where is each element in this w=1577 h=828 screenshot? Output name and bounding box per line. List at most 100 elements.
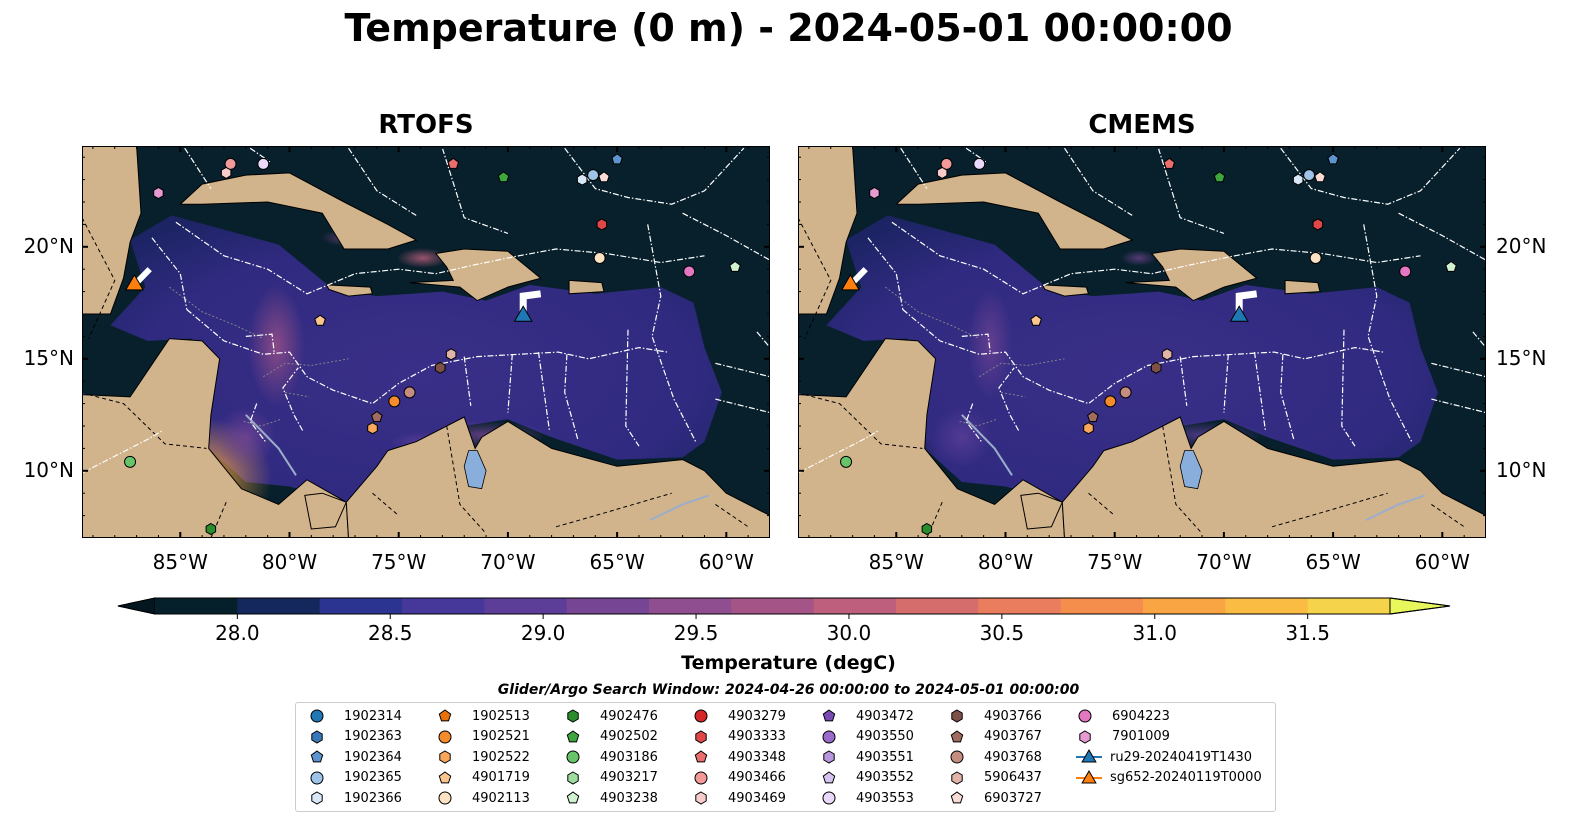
legend-item-1902363: 1902363 bbox=[308, 727, 402, 747]
legend-label: 4902502 bbox=[600, 729, 658, 745]
legend-marker bbox=[438, 791, 452, 805]
legend-glyph bbox=[567, 771, 579, 785]
argo-float-5906437 bbox=[445, 348, 457, 361]
legend-label: 4903238 bbox=[600, 790, 658, 806]
x-tick-label: 75°W bbox=[371, 550, 427, 574]
eez-boundary bbox=[463, 356, 472, 406]
legend-label: 1902513 bbox=[472, 708, 530, 724]
legend-item-4903767: 4903767 bbox=[948, 727, 1042, 747]
argo-float-1902522 bbox=[1083, 422, 1094, 435]
legend-item-4903333: 4903333 bbox=[692, 727, 786, 747]
landmass bbox=[1020, 492, 1063, 530]
country-border bbox=[555, 492, 672, 528]
legend-label: 4903768 bbox=[984, 749, 1042, 765]
landmass bbox=[179, 172, 418, 250]
eez-boundary bbox=[564, 354, 579, 440]
landmass bbox=[345, 416, 770, 538]
y-tick-label: 20°N bbox=[1496, 233, 1547, 258]
eez-boundary bbox=[867, 237, 904, 310]
legend-marker bbox=[311, 730, 323, 744]
legend-marker bbox=[1076, 769, 1102, 784]
eez-boundary bbox=[507, 354, 513, 413]
axes-frame bbox=[798, 146, 1486, 538]
legend-label: 4902113 bbox=[472, 790, 530, 806]
eez-boundary bbox=[965, 403, 982, 443]
legend-item-4903238: 4903238 bbox=[564, 788, 658, 808]
legend-glyph bbox=[438, 771, 452, 784]
argo-float-1902521 bbox=[388, 395, 401, 408]
colorbar-bin bbox=[978, 598, 1062, 614]
colorbar-bin bbox=[319, 598, 403, 614]
eez-boundary bbox=[441, 148, 509, 234]
eez-boundary bbox=[1431, 362, 1486, 378]
legend-glyph bbox=[566, 729, 580, 742]
legend-marker bbox=[567, 709, 579, 723]
legend-glyph bbox=[439, 750, 451, 764]
eez-boundary bbox=[1341, 329, 1356, 447]
legend-item-4903766: 4903766 bbox=[948, 706, 1042, 726]
argo-float-1902522 bbox=[367, 422, 378, 435]
legend-marker bbox=[566, 729, 580, 742]
eez-boundary bbox=[186, 309, 668, 405]
legend-item-4903550: 4903550 bbox=[820, 727, 914, 747]
landmass bbox=[82, 338, 350, 538]
legend-glyph bbox=[1081, 749, 1097, 763]
colorbar-bin bbox=[649, 598, 732, 614]
colorbar-tick-label: 28.0 bbox=[215, 621, 260, 645]
legend-label: 4903279 bbox=[728, 708, 786, 724]
legend-label: 1902521 bbox=[472, 729, 530, 745]
colorbar-tick-label: 29.5 bbox=[674, 621, 719, 645]
colorbar-bin bbox=[1143, 598, 1226, 614]
argo-float-4902502 bbox=[1213, 171, 1226, 183]
legend-marker bbox=[822, 771, 836, 784]
legend-glyph bbox=[695, 730, 707, 744]
eez-boundary bbox=[891, 221, 1421, 295]
legend-marker bbox=[1079, 730, 1091, 744]
eez-boundary bbox=[1253, 352, 1266, 431]
colorbar-bin bbox=[813, 598, 897, 614]
eez-boundary bbox=[537, 352, 550, 431]
argo-float-6903727 bbox=[1314, 171, 1326, 183]
legend-glyph bbox=[1079, 730, 1091, 744]
argo-float-4903348 bbox=[447, 157, 460, 169]
legend-item-1902364: 1902364 bbox=[308, 747, 402, 767]
eez-boundary bbox=[682, 212, 770, 261]
country-border bbox=[82, 217, 116, 339]
landmass bbox=[895, 172, 1134, 250]
legend-glyph bbox=[438, 791, 452, 805]
x-tick-label: 75°W bbox=[1087, 550, 1143, 574]
legend-label: 4902476 bbox=[600, 708, 658, 724]
legend-item-4903348: 4903348 bbox=[692, 747, 786, 767]
legend-item-4902476: 4902476 bbox=[564, 706, 658, 726]
argo-float-4902476 bbox=[205, 522, 217, 536]
colorbar-bin bbox=[896, 598, 979, 614]
legend-label: 6904223 bbox=[1112, 708, 1170, 724]
eez-boundary bbox=[1223, 354, 1229, 413]
argo-float-4901719 bbox=[1030, 314, 1042, 326]
eez-boundary bbox=[282, 367, 304, 431]
legend-label: 4903767 bbox=[984, 729, 1042, 745]
legend-item-1902314: 1902314 bbox=[308, 706, 402, 726]
landmass bbox=[304, 492, 347, 530]
eez-boundary bbox=[715, 362, 770, 378]
eez-boundary bbox=[647, 224, 697, 442]
colorbar-tick-label: 30.0 bbox=[827, 621, 872, 645]
colorbar-tick-label: 28.5 bbox=[368, 621, 413, 645]
legend-label: 7901009 bbox=[1112, 729, 1170, 745]
legend-label: 1902522 bbox=[472, 749, 530, 765]
legend-item-4903186: 4903186 bbox=[564, 747, 658, 767]
legend-item-4902502: 4902502 bbox=[564, 727, 658, 747]
colorbar-extend-low bbox=[117, 597, 156, 615]
landmass bbox=[798, 146, 858, 315]
country-border bbox=[1271, 492, 1388, 528]
warm-anomaly bbox=[1120, 250, 1157, 266]
legend-marker bbox=[567, 771, 579, 785]
landmass bbox=[82, 146, 142, 315]
legend-marker bbox=[695, 791, 707, 805]
legend-item-1902365: 1902365 bbox=[308, 768, 402, 788]
legend-label: 1902314 bbox=[344, 708, 402, 724]
eez-boundary bbox=[902, 309, 1384, 405]
legend-marker bbox=[694, 750, 708, 763]
colorbar-bin bbox=[1307, 598, 1391, 614]
argo-float-7901009 bbox=[153, 186, 164, 200]
